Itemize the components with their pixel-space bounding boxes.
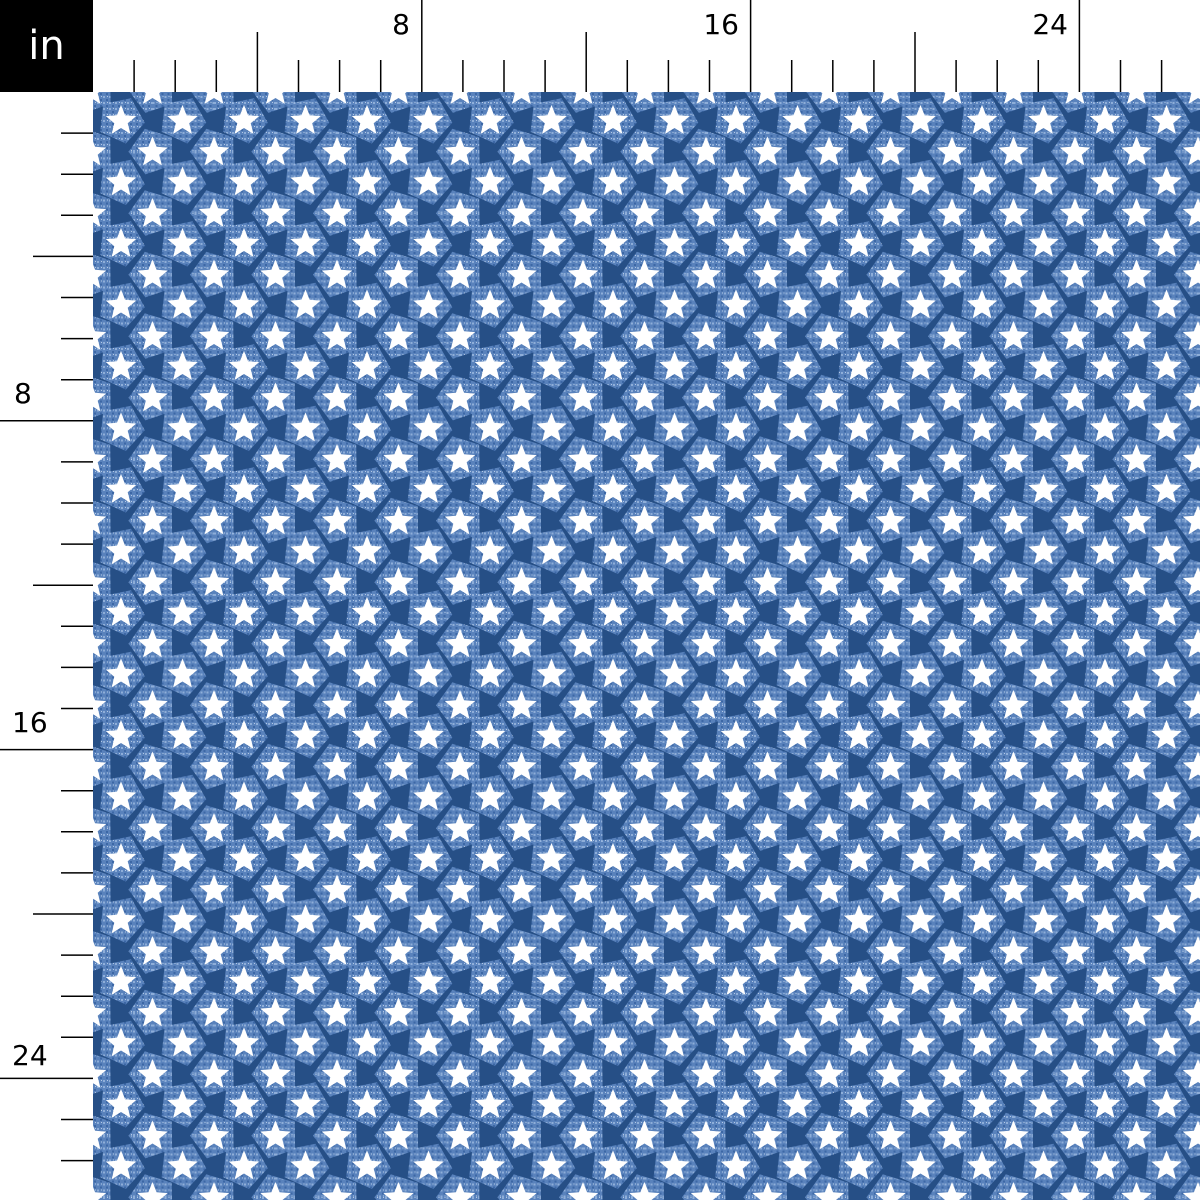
- left-label-24: 24: [12, 1039, 48, 1072]
- top-label-24: 24: [1032, 8, 1068, 41]
- top-label-16: 16: [703, 8, 739, 41]
- left-label-16: 16: [12, 706, 48, 739]
- left-ruler: [0, 132, 93, 1162]
- star-pattern: [93, 92, 1200, 1200]
- left-label-8: 8: [14, 377, 32, 410]
- unit-label: in: [0, 0, 93, 92]
- top-ruler: [133, 0, 1163, 92]
- top-label-8: 8: [392, 8, 410, 41]
- fabric-pattern: [93, 92, 1200, 1200]
